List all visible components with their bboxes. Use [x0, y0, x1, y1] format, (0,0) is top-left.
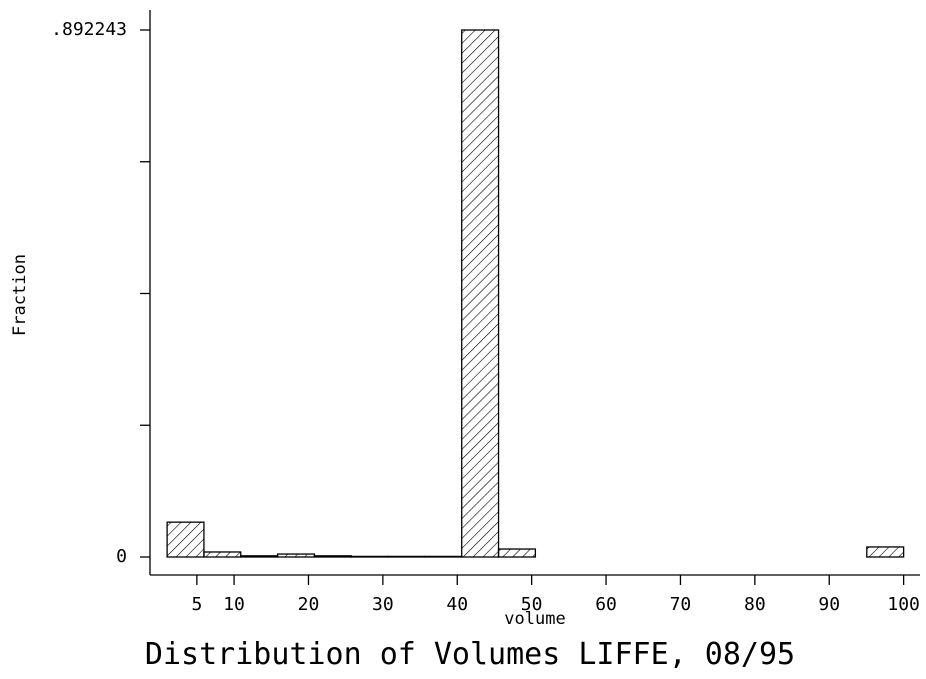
bar	[866, 546, 905, 558]
chart-title: Distribution of Volumes LIFFE, 08/95	[145, 637, 795, 672]
y-axis-label: Fraction	[10, 254, 30, 336]
y-tick-label: 0	[116, 546, 127, 567]
bar	[240, 555, 279, 558]
x-tick-label: 20	[298, 594, 320, 615]
x-tick-label: 50	[521, 594, 543, 615]
x-tick-label: 100	[887, 594, 920, 615]
x-tick-label: 30	[372, 594, 394, 615]
bar	[461, 29, 500, 558]
bar	[203, 551, 242, 558]
x-tick-label: 40	[446, 594, 468, 615]
x-tick-label: 70	[670, 594, 692, 615]
x-axis-label: volume	[504, 609, 565, 629]
x-tick-label: 5	[191, 594, 202, 615]
bar	[350, 555, 389, 558]
bar	[387, 555, 426, 558]
x-tick-label: 10	[223, 594, 245, 615]
bar	[424, 555, 463, 558]
x-tick-label: 80	[744, 594, 766, 615]
bar	[166, 521, 205, 558]
x-tick-label: 60	[595, 594, 617, 615]
bar	[276, 553, 316, 558]
x-tick-label: 90	[818, 594, 840, 615]
bar	[313, 555, 352, 558]
bar	[497, 548, 537, 558]
y-tick-label: .892243	[51, 19, 127, 40]
